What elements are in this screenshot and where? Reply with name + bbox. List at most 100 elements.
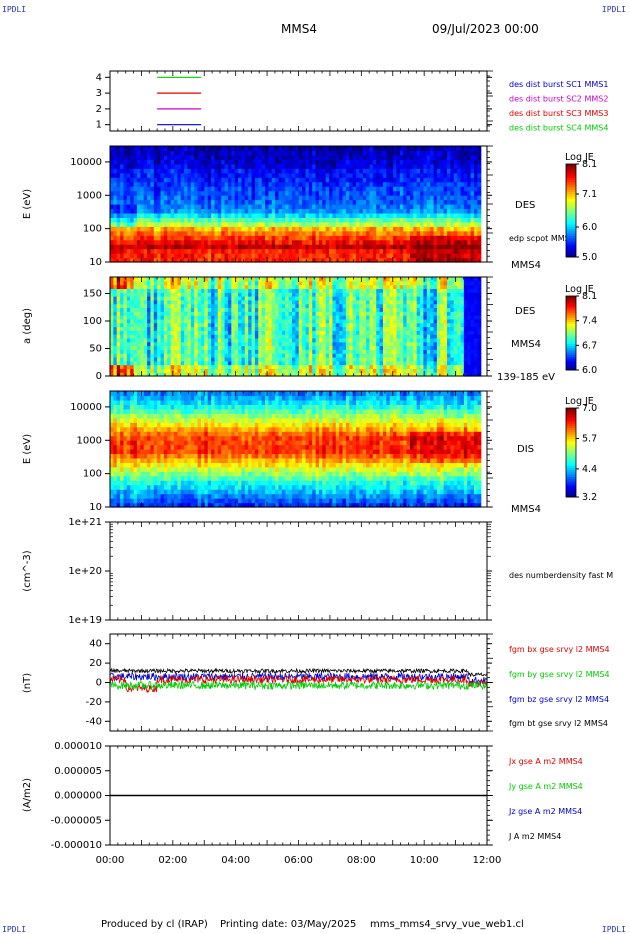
spectrogram-cell	[211, 345, 216, 350]
spectrogram-cell	[147, 345, 152, 350]
spectrogram-cell	[409, 199, 414, 205]
spectrogram-cell	[238, 345, 243, 350]
colorbar-des-energy	[566, 164, 576, 258]
spectrogram-cell	[430, 217, 435, 223]
spectrogram-cell	[322, 212, 327, 218]
spectrogram-cell	[177, 280, 182, 286]
spectrogram-cell	[288, 280, 293, 286]
spectrogram-cell	[234, 330, 239, 335]
spectrogram-cell	[234, 368, 239, 373]
spectrogram-cell	[160, 226, 165, 232]
spectrogram-cell	[376, 195, 381, 201]
spectrogram-cell	[473, 154, 478, 160]
spectrogram-cell	[133, 280, 138, 286]
spectrogram-cell	[416, 195, 421, 201]
spectrogram-cell	[133, 356, 138, 362]
spectrogram-cell	[248, 221, 253, 227]
spectrogram-cell	[200, 292, 205, 297]
spectrogram-cell	[241, 190, 246, 196]
spectrogram-cell	[285, 292, 290, 297]
spectrogram-cell	[217, 284, 222, 290]
spectrogram-cell	[234, 296, 239, 301]
spectrogram-cell	[174, 299, 178, 305]
spectrogram-cell	[322, 277, 327, 282]
spectrogram-cell	[224, 307, 229, 312]
spectrogram-cell	[362, 221, 367, 227]
spectrogram-cell	[136, 288, 141, 293]
spectrogram-cell	[167, 341, 172, 347]
spectrogram-cell	[184, 168, 189, 174]
spectrogram-cell	[372, 253, 377, 259]
spectrogram-cell	[211, 195, 216, 201]
spectrogram-cell	[123, 292, 128, 297]
spectrogram-cell	[153, 307, 158, 312]
spectrogram-cell	[238, 177, 243, 183]
spectrogram-cell	[352, 190, 357, 196]
spectrogram-cell	[312, 217, 317, 223]
spectrogram-cell	[295, 345, 300, 350]
spectrogram-cell	[207, 277, 212, 282]
spectrogram-cell	[325, 307, 330, 312]
spectrogram-cell	[153, 322, 158, 328]
spectrogram-cell	[116, 190, 121, 196]
spectrogram-cell	[194, 330, 199, 335]
spectrogram-cell	[291, 181, 296, 187]
spectrogram-cell	[150, 334, 155, 339]
spectrogram-cell	[241, 146, 246, 152]
spectrogram-cell	[227, 146, 232, 152]
spectrogram-cell	[362, 199, 367, 205]
spectrogram-cell	[305, 221, 310, 227]
spectrogram-cell	[113, 208, 118, 214]
spectrogram-cell	[211, 226, 216, 232]
spectrogram-cell	[298, 322, 303, 328]
spectrogram-cell	[477, 186, 482, 192]
spectrogram-cell	[288, 292, 293, 297]
spectrogram-cell	[258, 257, 263, 263]
spectrogram-cell	[403, 195, 408, 201]
spectrogram-cell	[379, 190, 384, 196]
spectrogram-cell	[275, 326, 280, 331]
spectrogram-cell	[332, 303, 337, 309]
spectrogram-cell	[221, 296, 226, 301]
spectrogram-cell	[140, 315, 145, 320]
spectrogram-cell	[345, 163, 350, 169]
spectrogram-cell	[143, 280, 148, 286]
spectrogram-cell	[227, 296, 232, 301]
spectrogram-cell	[207, 208, 212, 214]
spectrogram-cell	[308, 360, 313, 366]
spectrogram-cell	[207, 334, 212, 339]
spectrogram-cell	[268, 292, 273, 297]
spectrogram-cell	[214, 244, 219, 250]
spectrogram-cell	[180, 212, 185, 218]
spectrogram-cell	[403, 244, 408, 250]
spectrogram-cell	[423, 239, 428, 245]
spectrogram-cell	[244, 230, 249, 236]
spectrogram-cell	[163, 341, 168, 347]
spectrogram-cell	[244, 199, 249, 205]
spectrogram-cell	[291, 330, 296, 335]
spectrogram-cell	[362, 168, 367, 174]
spectrogram-cell	[433, 181, 438, 187]
spectrogram-cell	[265, 311, 269, 316]
spectrogram-cell	[113, 353, 118, 358]
spectrogram-cell	[332, 341, 337, 347]
spectrogram-cell	[126, 303, 131, 309]
spectrogram-cell	[318, 345, 323, 350]
spectrogram-cell	[430, 226, 435, 232]
spectrogram-cell	[463, 163, 468, 169]
spectrogram-cell	[241, 349, 246, 354]
spectrogram-cell	[194, 356, 199, 362]
spectrogram-cell	[308, 364, 313, 369]
spectrogram-cell	[325, 199, 330, 205]
spectrogram-cell	[305, 150, 310, 156]
spectrogram-cell	[261, 212, 266, 218]
spectrogram-cell	[457, 177, 462, 183]
spectrogram-cell	[163, 257, 168, 263]
spectrogram-cell	[447, 248, 451, 254]
spectrogram-cell	[157, 154, 162, 160]
spectrogram-cell	[291, 356, 296, 362]
spectrogram-cell	[467, 230, 472, 236]
spectrogram-cell	[116, 204, 121, 210]
spectrogram-cell	[157, 330, 162, 335]
spectrogram-cell	[460, 257, 465, 263]
